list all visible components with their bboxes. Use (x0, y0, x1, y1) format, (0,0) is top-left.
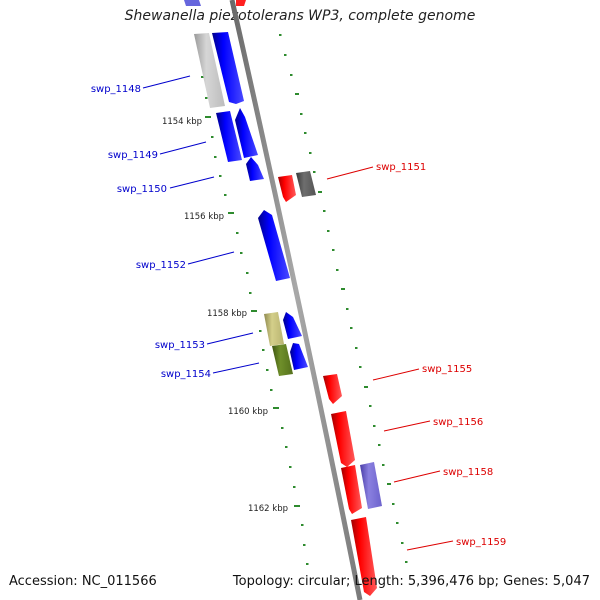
accession-info: Accession: NC_011566 (9, 574, 157, 589)
leader-swp-1154 (212, 362, 260, 374)
gene-label-swp-1149[interactable]: swp_1149 (108, 150, 158, 161)
leader-swp-1159 (406, 540, 454, 551)
topology-info: Topology: circular; Length: 5,396,476 bp… (232, 574, 590, 589)
scale-label-1158: 1158 kbp (207, 309, 247, 319)
leader-lines (142, 75, 454, 551)
leader-swp-1151 (326, 166, 374, 180)
gene-swp-1149b (235, 108, 258, 158)
scale-labels: 1154 kbp 1156 kbp 1158 kbp 1160 kbp 1162… (162, 117, 288, 514)
scale-label-1160: 1160 kbp (228, 407, 268, 417)
leader-swp-1153 (206, 332, 254, 345)
gene-swp-1155 (323, 374, 342, 404)
gene-swp-1151-red (278, 175, 296, 202)
gene-label-swp-1159[interactable]: swp_1159 (456, 537, 506, 548)
scale-label-1156: 1156 kbp (184, 212, 224, 222)
leader-swp-1152 (187, 251, 235, 265)
gene-swp-1150 (246, 157, 264, 181)
leader-swp-1155 (372, 368, 420, 381)
genome-backbone (229, 0, 363, 600)
outer-tick-marks (279, 34, 408, 563)
leader-swp-1158 (393, 470, 441, 483)
gene-label-swp-1156[interactable]: swp_1156 (433, 417, 483, 428)
gene-swp-1154-olive (272, 344, 293, 376)
inner-tick-marks (195, 37, 309, 565)
gene-label-swp-1148[interactable]: swp_1148 (91, 84, 141, 95)
gene-label-swp-1158[interactable]: swp_1158 (443, 467, 493, 478)
gene-swp-1153 (283, 312, 302, 339)
leader-swp-1156 (383, 420, 431, 432)
gene-swp-1158 (360, 462, 382, 509)
gene-swp-1148 (212, 32, 244, 104)
map-title: Shewanella piezotolerans WP3, complete g… (124, 8, 476, 24)
forward-genes (184, 0, 308, 376)
gene-swp-1151-dark (296, 171, 316, 197)
gene-labels: swp_1148 swp_1149 swp_1150 swp_1152 swp_… (91, 84, 506, 548)
gene-label-swp-1150[interactable]: swp_1150 (117, 184, 167, 195)
reverse-genes (278, 171, 382, 596)
gene-partial-top-forward (184, 0, 201, 6)
gene-label-swp-1152[interactable]: swp_1152 (136, 260, 186, 271)
gene-label-swp-1151[interactable]: swp_1151 (376, 162, 426, 173)
gene-swp-1159 (351, 517, 377, 596)
gene-partial-top-reverse (236, 0, 246, 6)
gene-swp-1156 (331, 411, 355, 467)
gene-swp-1154 (290, 343, 308, 370)
leader-swp-1149 (159, 141, 207, 155)
scale-label-1162: 1162 kbp (248, 504, 288, 514)
gene-swp-1149a (216, 111, 242, 162)
gene-swp-1153-khaki (264, 312, 284, 346)
leader-swp-1148 (142, 75, 191, 89)
gene-swp-1152 (258, 210, 290, 281)
gene-label-swp-1155[interactable]: swp_1155 (422, 364, 472, 375)
gene-label-swp-1154[interactable]: swp_1154 (161, 369, 211, 380)
gene-swp-1158-red (341, 465, 362, 514)
gene-label-swp-1153[interactable]: swp_1153 (155, 340, 205, 351)
gene-gray-1148 (194, 33, 225, 108)
leader-swp-1150 (169, 176, 215, 189)
scale-label-1154: 1154 kbp (162, 117, 202, 127)
